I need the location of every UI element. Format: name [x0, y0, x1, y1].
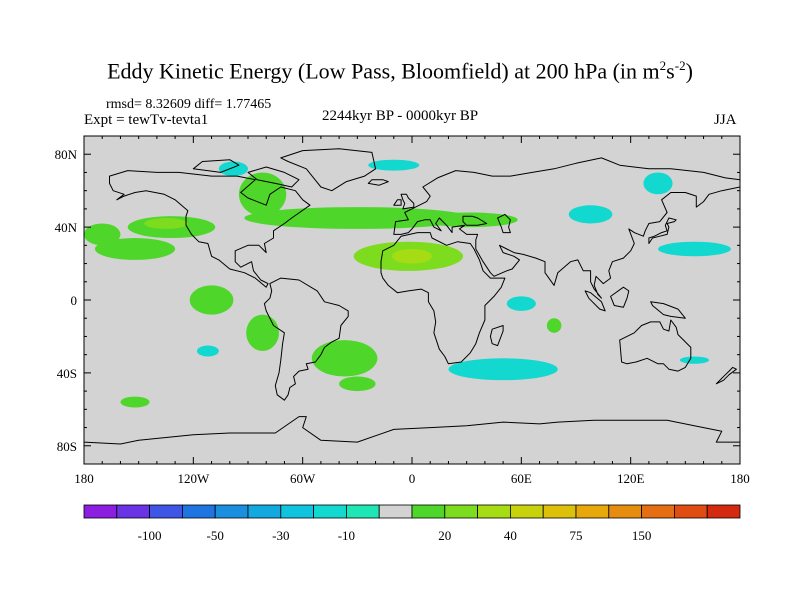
region-europe-band	[422, 212, 518, 228]
season-label: JJA	[714, 112, 737, 128]
region-hudson-bay	[238, 172, 287, 217]
y-tick-label: 80N	[55, 147, 78, 162]
colorbar-label: -10	[338, 528, 355, 543]
colorbar-swatch	[509, 504, 544, 519]
colorbar-swatch	[444, 504, 478, 519]
region-arctic-north-atlantic	[368, 159, 420, 171]
experiment-label: Expt = tewTv-tevta1	[84, 112, 209, 128]
x-tick-label: 180	[730, 471, 750, 486]
y-tick-label: 0	[71, 293, 78, 308]
colorbar-swatch	[674, 504, 708, 519]
x-tick-label: 60W	[290, 471, 316, 486]
coastline-arctic-islands	[192, 159, 240, 173]
region-south-atlantic-south	[339, 376, 376, 392]
colorbar-label: -50	[207, 528, 224, 543]
coastline-japan	[648, 217, 677, 244]
colorbar-swatch	[83, 504, 118, 519]
colorbar-swatch	[706, 504, 741, 519]
map-background	[84, 136, 740, 464]
colorbar-swatch	[247, 504, 282, 519]
colorbar-swatch	[149, 504, 183, 519]
coastline-new-zealand	[715, 366, 737, 385]
colorbar-swatch	[477, 504, 511, 519]
coastline-antarctica	[84, 416, 740, 445]
stats-label: rmsd= 8.32609 diff= 1.77465	[106, 97, 272, 112]
colorbar-swatch	[542, 504, 577, 519]
coastline-north-america	[109, 170, 311, 288]
region-north-atlantic-band	[244, 207, 471, 229]
axis-ticks: 180 120W 60W 0 60E 120E 180 80N 40N 0 40S 80S	[55, 136, 750, 486]
region-central-asia	[568, 205, 613, 224]
colorbar-swatch	[608, 504, 642, 519]
colorbar-swatch	[116, 504, 151, 519]
colorbar-swatch	[181, 504, 216, 519]
colorbar-swatch	[411, 504, 446, 519]
colorbar-swatch	[345, 504, 380, 519]
region-south-pacific	[120, 396, 150, 408]
region-southwest-pacific	[679, 356, 710, 364]
coastline-south-america	[263, 277, 349, 401]
region-south-atlantic	[311, 340, 378, 377]
coastline-greenland	[280, 148, 377, 192]
coastline-madagascar	[489, 325, 504, 347]
colorbar-swatch	[280, 504, 314, 519]
region-north-pacific-west	[84, 223, 121, 246]
coastline-ireland	[393, 199, 402, 206]
region-south-pacific-east	[196, 345, 219, 357]
x-tick-label: 120W	[177, 471, 210, 486]
region-north-africa-core	[391, 248, 433, 264]
colorbar-label: 150	[632, 528, 652, 543]
region-central-pacific	[189, 285, 234, 315]
colorbar-label: -30	[272, 528, 289, 543]
region-south-africa-indian	[448, 358, 558, 381]
anomaly-regions	[84, 159, 731, 408]
y-tick-label: 40N	[55, 220, 78, 235]
coastline-uk	[400, 193, 415, 210]
colorbar-swatch	[378, 504, 413, 519]
region-alaska-arctic	[218, 161, 248, 177]
colorbar-label: 20	[438, 528, 451, 543]
colorbar-label: -100	[138, 528, 162, 543]
period-label: 2244kyr BP - 0000kyr BP	[322, 108, 479, 124]
coastline-caspian	[497, 213, 511, 234]
colorbar: -100 -50 -30 -10 20 40 75 150	[83, 504, 741, 543]
colorbar-swatch	[575, 504, 610, 519]
x-tick-label: 60E	[511, 471, 532, 486]
coastline-sumatra	[584, 290, 606, 312]
region-madagascar-east	[546, 318, 562, 333]
region-japan-east	[658, 241, 731, 257]
x-tick-label: 120E	[617, 471, 645, 486]
chart-title: Eddy Kinetic Energy (Low Pass, Bloomfiel…	[107, 58, 693, 84]
x-tick-label: 180	[74, 471, 94, 486]
region-indian-ocean	[506, 296, 536, 311]
y-tick-label: 80S	[57, 439, 77, 454]
coastline-australia	[619, 319, 692, 372]
region-gulf-of-alaska	[94, 238, 176, 260]
colorbar-swatch	[214, 504, 249, 519]
region-south-america-west	[246, 314, 279, 352]
colorbar-swatch	[313, 504, 347, 519]
coastline-africa	[380, 232, 506, 365]
coastline-borneo	[610, 286, 630, 308]
region-north-america-core	[144, 218, 188, 229]
x-tick-label: 0	[409, 471, 416, 486]
coastline-black-sea	[462, 215, 488, 226]
colorbar-swatch	[641, 504, 675, 519]
coastline-eurasia	[393, 157, 740, 299]
y-tick-label: 40S	[57, 366, 77, 381]
colorbar-label: 40	[504, 528, 517, 543]
coastlines	[84, 148, 740, 445]
coastline-new-guinea	[650, 301, 686, 319]
colorbar-label: 75	[570, 528, 583, 543]
region-east-asia	[643, 172, 673, 195]
coastline-iceland	[367, 179, 389, 186]
coastline-baffin	[247, 166, 300, 188]
